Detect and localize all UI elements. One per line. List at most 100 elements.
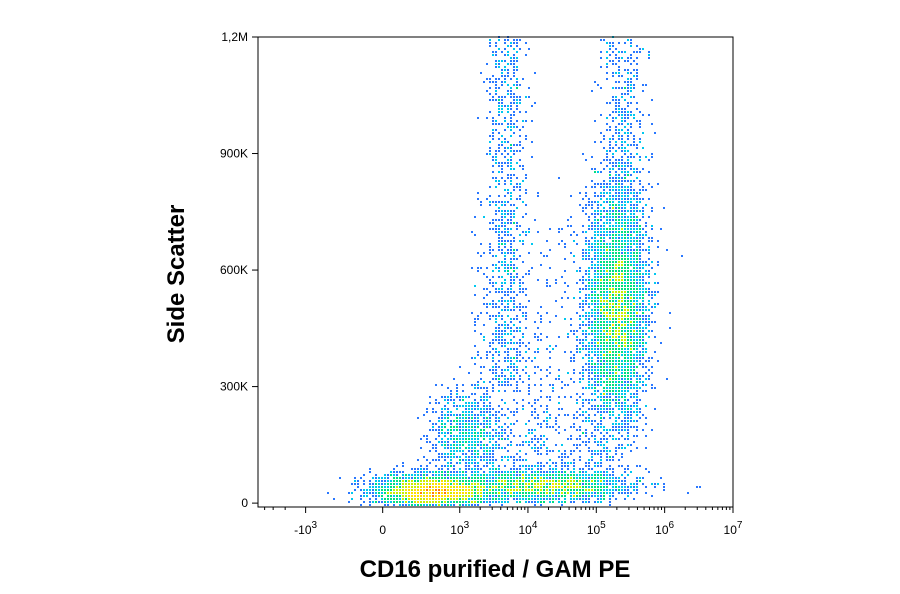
- event-dot: [612, 456, 614, 458]
- event-dot: [627, 312, 629, 314]
- event-dot: [486, 432, 488, 434]
- event-dot: [474, 330, 476, 332]
- event-dot: [393, 504, 395, 506]
- event-dot: [402, 465, 404, 467]
- event-dot: [480, 456, 482, 458]
- event-dot: [624, 372, 626, 374]
- event-dot: [606, 252, 608, 254]
- event-dot: [543, 495, 545, 497]
- event-dot: [633, 420, 635, 422]
- event-dot: [426, 411, 428, 413]
- event-dot: [615, 162, 617, 164]
- event-dot: [489, 438, 491, 440]
- event-dot: [624, 498, 626, 500]
- event-dot: [522, 465, 524, 467]
- event-dot: [615, 117, 617, 119]
- event-dot: [447, 486, 449, 488]
- event-dot: [606, 381, 608, 383]
- event-dot: [498, 306, 500, 308]
- event-dot: [531, 495, 533, 497]
- event-dot: [636, 282, 638, 284]
- event-dot: [606, 66, 608, 68]
- event-dot: [603, 291, 605, 293]
- event-dot: [615, 486, 617, 488]
- event-dot: [612, 411, 614, 413]
- event-dot: [504, 141, 506, 143]
- event-dot: [648, 171, 650, 173]
- event-dot: [522, 168, 524, 170]
- event-dot: [528, 501, 530, 503]
- event-dot: [627, 465, 629, 467]
- event-dot: [396, 480, 398, 482]
- event-dot: [600, 216, 602, 218]
- event-dot: [615, 132, 617, 134]
- event-dot: [588, 495, 590, 497]
- event-dot: [651, 228, 653, 230]
- event-dot: [417, 417, 419, 419]
- event-dot: [465, 402, 467, 404]
- event-dot: [429, 501, 431, 503]
- event-dot: [489, 315, 491, 317]
- event-dot: [537, 366, 539, 368]
- event-dot: [597, 306, 599, 308]
- event-dot: [441, 501, 443, 503]
- event-dot: [609, 249, 611, 251]
- event-dot: [597, 264, 599, 266]
- event-dot: [495, 432, 497, 434]
- event-dot: [555, 474, 557, 476]
- event-dot: [606, 405, 608, 407]
- event-dot: [633, 267, 635, 269]
- event-dot: [648, 240, 650, 242]
- event-dot: [630, 375, 632, 377]
- event-dot: [561, 408, 563, 410]
- event-dot: [627, 267, 629, 269]
- event-dot: [585, 207, 587, 209]
- event-dot: [624, 360, 626, 362]
- event-dot: [459, 495, 461, 497]
- event-dot: [522, 240, 524, 242]
- event-dot: [486, 495, 488, 497]
- event-dot: [444, 480, 446, 482]
- event-dot: [420, 465, 422, 467]
- event-dot: [621, 300, 623, 302]
- event-dot: [519, 342, 521, 344]
- event-dot: [600, 66, 602, 68]
- event-dot: [444, 456, 446, 458]
- event-dot: [483, 414, 485, 416]
- event-dot: [618, 276, 620, 278]
- event-dot: [585, 324, 587, 326]
- event-dot: [615, 477, 617, 479]
- event-dot: [333, 498, 335, 500]
- event-dot: [591, 480, 593, 482]
- event-dot: [387, 486, 389, 488]
- event-dot: [420, 438, 422, 440]
- event-dot: [603, 408, 605, 410]
- event-dot: [363, 495, 365, 497]
- event-dot: [525, 234, 527, 236]
- event-dot: [600, 372, 602, 374]
- event-dot: [516, 57, 518, 59]
- event-dot: [477, 438, 479, 440]
- event-dot: [585, 159, 587, 161]
- event-dot: [498, 105, 500, 107]
- event-dot: [480, 72, 482, 74]
- x-axis-title: CD16 purified / GAM PE: [360, 556, 631, 583]
- event-dot: [540, 378, 542, 380]
- event-dot: [624, 369, 626, 371]
- event-dot: [456, 483, 458, 485]
- event-dot: [465, 429, 467, 431]
- event-dot: [621, 318, 623, 320]
- event-dot: [609, 381, 611, 383]
- event-dot: [648, 183, 650, 185]
- event-dot: [447, 447, 449, 449]
- event-dot: [510, 357, 512, 359]
- event-dot: [426, 468, 428, 470]
- event-dot: [627, 156, 629, 158]
- event-dot: [411, 495, 413, 497]
- event-dot: [624, 324, 626, 326]
- event-dot: [513, 210, 515, 212]
- event-dot: [513, 471, 515, 473]
- event-dot: [624, 303, 626, 305]
- event-dot: [489, 342, 491, 344]
- event-dot: [513, 96, 515, 98]
